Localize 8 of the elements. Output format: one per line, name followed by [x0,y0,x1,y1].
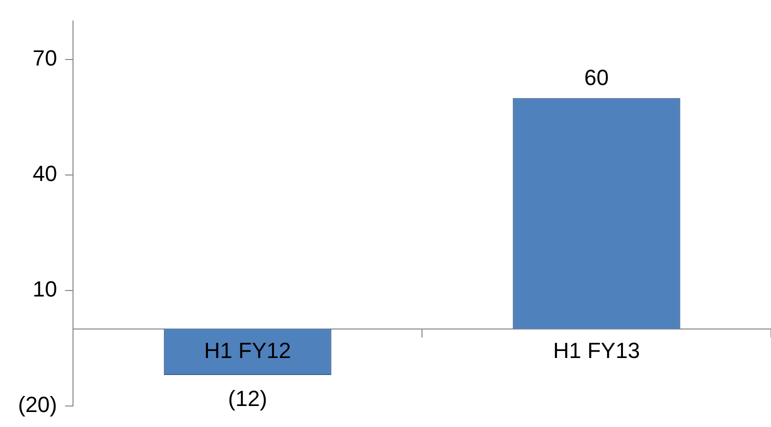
y-tick-label: 70 [32,46,58,71]
data-label: (12) [228,386,268,412]
data-label: 60 [584,65,609,90]
x-tick-label: H1 FY13 [553,338,640,363]
x-tick-label: H1 FY12 [204,338,292,363]
y-tick-label: 10 [32,276,58,302]
y-tick-label: 40 [32,161,58,186]
y-tick-label: (20) [18,392,58,417]
